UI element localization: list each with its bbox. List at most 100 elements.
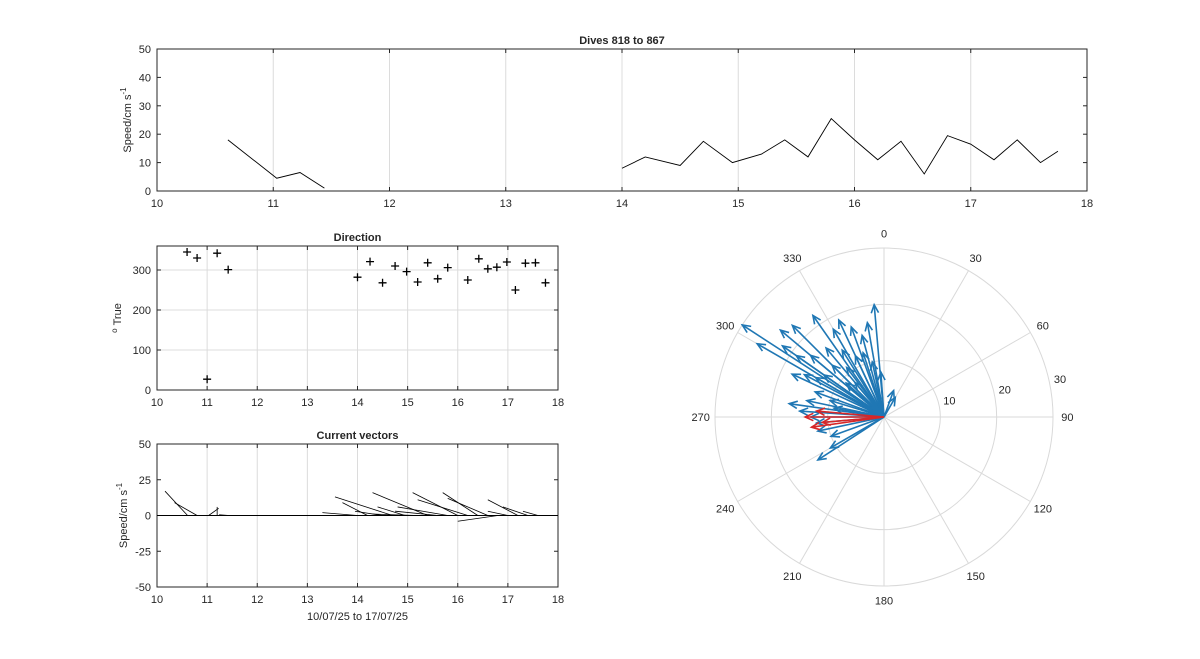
polar-vector-blue: [854, 355, 885, 418]
polar-vector-blue-head: [828, 398, 840, 408]
polar-range-label: 10: [943, 395, 955, 407]
polar-vector-blue-head: [845, 365, 855, 377]
x-tick-label: 18: [552, 594, 564, 606]
y-tick-label: 50: [139, 44, 151, 56]
polar-angle-label: 330: [783, 253, 801, 265]
x-tick-label: 15: [402, 397, 414, 409]
polar-vector-blue-head: [869, 359, 879, 371]
current-vector-stick: [372, 513, 418, 516]
direction-axes: 10 11 12 13 14 15 16 17 18 0 100 200 300 Direction o Tr…: [110, 232, 564, 409]
current-vector-stick: [322, 512, 358, 516]
polar-angle-label: 210: [783, 571, 801, 583]
polar-vector-blue-head: [887, 395, 897, 407]
polar-angle-label: 150: [967, 571, 985, 583]
current-vector-stick: [334, 496, 393, 516]
direction-point: [366, 257, 375, 266]
y-tick-label: 0: [145, 385, 151, 397]
polar-vector-blue-head: [854, 353, 863, 365]
x-tick-label: 15: [732, 198, 744, 210]
polar-vector-red-head: [814, 407, 826, 417]
polar-vector-blue: [741, 324, 885, 418]
polar-vector-blue: [791, 373, 885, 418]
direction-point: [193, 254, 202, 262]
y-tick-label: 20: [139, 129, 151, 141]
direction-point: [423, 258, 432, 267]
polar-angle-label: 240: [716, 504, 734, 516]
polar-vector-blue-head: [815, 425, 827, 434]
polar-spoke: [799, 416, 885, 564]
x-tick-label: 11: [201, 594, 212, 606]
polar-vector-red: [816, 410, 885, 418]
chart-title: Dives 818 to 867: [579, 35, 665, 47]
x-axis-label: 10/07/25 to 17/07/25: [307, 611, 408, 623]
y-tick-label: 200: [133, 305, 151, 317]
polar-angle-label: 120: [1034, 504, 1052, 516]
direction-point: [521, 259, 530, 268]
polar-vector-blue-head: [832, 327, 842, 339]
polar-vector-blue-head: [813, 376, 825, 386]
polar-vector-blue-head: [804, 397, 816, 407]
polar-vector-red: [811, 416, 885, 428]
polar-spoke: [883, 416, 969, 564]
y-axis-label-sup: o: [110, 328, 119, 333]
polar-vector-blue-head: [778, 328, 790, 339]
polar-vector-blue-head: [780, 344, 792, 355]
polar-vector-blue-head: [824, 346, 835, 357]
x-tick-label: 17: [965, 198, 977, 210]
polar-vector-blue-head: [794, 354, 806, 364]
y-axis-label-sup: -1: [119, 87, 128, 95]
direction-point: [433, 274, 442, 283]
x-tick-label: 10: [151, 397, 163, 409]
x-tick-label: 13: [301, 397, 313, 409]
polar-vector-blue-head: [877, 370, 886, 381]
x-tick-label: 14: [351, 397, 363, 409]
x-tick-label: 15: [402, 594, 414, 606]
polar-vector-blue-head: [790, 323, 802, 335]
y-axis-label: Speed/cm s-1: [115, 482, 130, 548]
current-vector-stick: [447, 497, 488, 516]
polar-vector-blue-head: [790, 373, 802, 382]
x-tick-label: 16: [452, 397, 464, 409]
y-tick-label: 0: [145, 186, 151, 198]
current-vector-stick: [487, 510, 508, 516]
polar-vector-blue-head: [830, 363, 841, 374]
x-tick-label: 18: [552, 397, 564, 409]
current-vector-stick: [342, 502, 368, 516]
polar-vector-blue-head: [864, 320, 874, 332]
polar-vector-blue-head: [755, 342, 767, 352]
polar-vector-blue: [815, 376, 885, 418]
y-axis-label: Speed/cm s-1: [119, 87, 134, 153]
polar-spoke: [883, 332, 1031, 418]
y-tick-label: -50: [135, 582, 151, 594]
polar-vector-blue-head: [811, 313, 822, 325]
current-vector-stick: [417, 499, 468, 516]
speed-series-line: [621, 117, 1059, 175]
speed-series-line: [227, 139, 325, 189]
polar-vector-blue: [817, 416, 885, 461]
x-tick-label: 12: [251, 397, 263, 409]
polar-vector-blue-head: [870, 302, 880, 314]
x-tick-label: 11: [268, 198, 279, 210]
direction-point: [402, 267, 411, 276]
polar-vector-blue: [871, 361, 885, 418]
x-tick-label: 18: [1081, 198, 1093, 210]
direction-point: [203, 375, 212, 384]
direction-point: [224, 265, 233, 274]
polar-vector-blue: [883, 390, 895, 418]
current-vector-stick: [395, 510, 438, 516]
polar-vector-blue-head: [886, 388, 896, 400]
direction-point: [213, 249, 222, 258]
polar-vector-blue-head: [787, 400, 799, 410]
polar-vector-blue-head: [829, 429, 841, 438]
polar-vector-blue-head: [861, 350, 870, 362]
chart-title: Current vectors: [317, 430, 399, 442]
current-vector-stick: [377, 506, 406, 516]
polar-vector-red-head: [809, 421, 821, 431]
polar-vector-blue-head: [740, 323, 752, 333]
y-tick-label: 50: [139, 439, 151, 451]
polar-angle-label: 30: [970, 253, 982, 265]
current-vector-stick: [502, 506, 529, 516]
current-vector-stick: [457, 515, 498, 522]
direction-point: [463, 276, 472, 284]
